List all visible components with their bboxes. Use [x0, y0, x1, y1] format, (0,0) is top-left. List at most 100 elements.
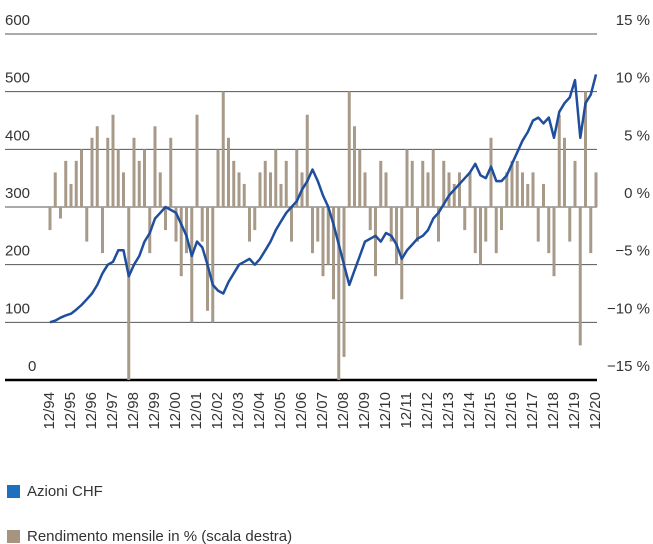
bar: [368, 207, 372, 231]
bar: [232, 160, 236, 207]
bar: [106, 137, 110, 207]
x-tick-label: 12/04: [251, 392, 268, 430]
bar: [479, 207, 482, 265]
x-tick-label: 12/96: [83, 392, 100, 430]
x-tick-label: 12/08: [335, 392, 352, 430]
y-tick-label: 500: [5, 70, 30, 87]
bar: [542, 183, 545, 207]
bar: [505, 172, 509, 207]
x-tick-label: 12/06: [293, 392, 310, 430]
bar: [400, 207, 404, 300]
bar: [494, 207, 498, 254]
bar: [452, 183, 456, 207]
bar: [573, 160, 577, 207]
bar: [489, 137, 493, 207]
bar: [316, 207, 320, 242]
bar: [122, 172, 125, 207]
bar: [269, 172, 272, 207]
bar: [200, 207, 204, 242]
x-tick-label: 12/94: [41, 392, 58, 430]
bar: [426, 172, 430, 207]
bar: [127, 207, 131, 380]
y-tick-label: 600: [5, 12, 30, 29]
y-tick-label: 200: [5, 243, 30, 260]
bar: [410, 160, 414, 207]
bar: [374, 207, 377, 277]
bar: [158, 172, 162, 207]
bar: [547, 207, 551, 254]
bar: [195, 114, 199, 207]
bar: [263, 160, 267, 207]
bar: [552, 207, 556, 277]
bar: [447, 172, 451, 207]
y2-tick-label: 10 %: [616, 70, 650, 87]
x-tick-label: 12/20: [587, 392, 604, 430]
bar: [258, 172, 262, 207]
bar: [59, 207, 62, 219]
bar: [405, 149, 409, 207]
y2-tick-label: −5 %: [615, 243, 650, 260]
bar: [363, 172, 367, 207]
legend-label: Azioni CHF: [27, 483, 103, 500]
bar: [237, 172, 241, 207]
bar: [279, 183, 283, 207]
bar: [500, 207, 503, 231]
bar: [468, 172, 472, 207]
bar: [442, 160, 446, 207]
bar: [526, 183, 530, 207]
bar: [137, 160, 141, 207]
bar: [64, 160, 68, 207]
bar: [531, 172, 535, 207]
bar: [536, 207, 540, 242]
y-tick-label: 0: [28, 358, 36, 375]
bar: [85, 207, 89, 242]
bar: [164, 207, 167, 231]
bar: [53, 172, 57, 207]
bar: [332, 207, 335, 300]
y-tick-label: 100: [5, 300, 30, 317]
bar: [216, 149, 220, 207]
y2-tick-label: 15 %: [616, 12, 650, 29]
x-tick-label: 12/15: [482, 392, 499, 430]
bar: [253, 207, 257, 231]
line: [49, 74, 598, 324]
bar: [190, 207, 194, 323]
bar: [80, 149, 83, 207]
x-tick-label: 12/07: [314, 392, 331, 430]
legend-label: Rendimento mensile in % (scala destra): [27, 528, 292, 544]
bar: [594, 172, 598, 207]
x-tick-label: 12/18: [545, 392, 562, 430]
bar: [227, 137, 230, 207]
bar: [395, 207, 398, 265]
bar: [563, 137, 566, 207]
bar: [284, 160, 288, 207]
x-tick-label: 12/95: [62, 392, 79, 430]
x-tick-label: 12/11: [398, 392, 415, 428]
x-tick-label: 12/16: [503, 392, 520, 430]
y-tick-label: 400: [5, 127, 30, 144]
x-tick-label: 12/98: [125, 392, 142, 430]
y2-tick-label: 5 %: [624, 127, 650, 144]
bar: [379, 160, 383, 207]
bar: [116, 149, 120, 207]
x-tick-label: 12/00: [167, 392, 184, 430]
bar: [463, 207, 467, 231]
x-tick-label: 12/13: [440, 392, 457, 430]
x-tick-label: 12/19: [566, 392, 583, 430]
x-tick-label: 12/10: [377, 392, 394, 430]
bar: [347, 91, 351, 207]
bar: [321, 207, 325, 277]
bar: [305, 114, 309, 207]
x-tick-label: 12/99: [146, 392, 163, 430]
bar: [295, 149, 299, 207]
bar: [437, 207, 440, 242]
bar: [510, 160, 514, 207]
bar: [384, 172, 388, 207]
x-tick-label: 12/14: [461, 392, 478, 430]
x-tick-label: 12/17: [524, 392, 541, 430]
bar: [358, 149, 362, 207]
bar: [95, 126, 99, 207]
bar: [353, 126, 356, 207]
